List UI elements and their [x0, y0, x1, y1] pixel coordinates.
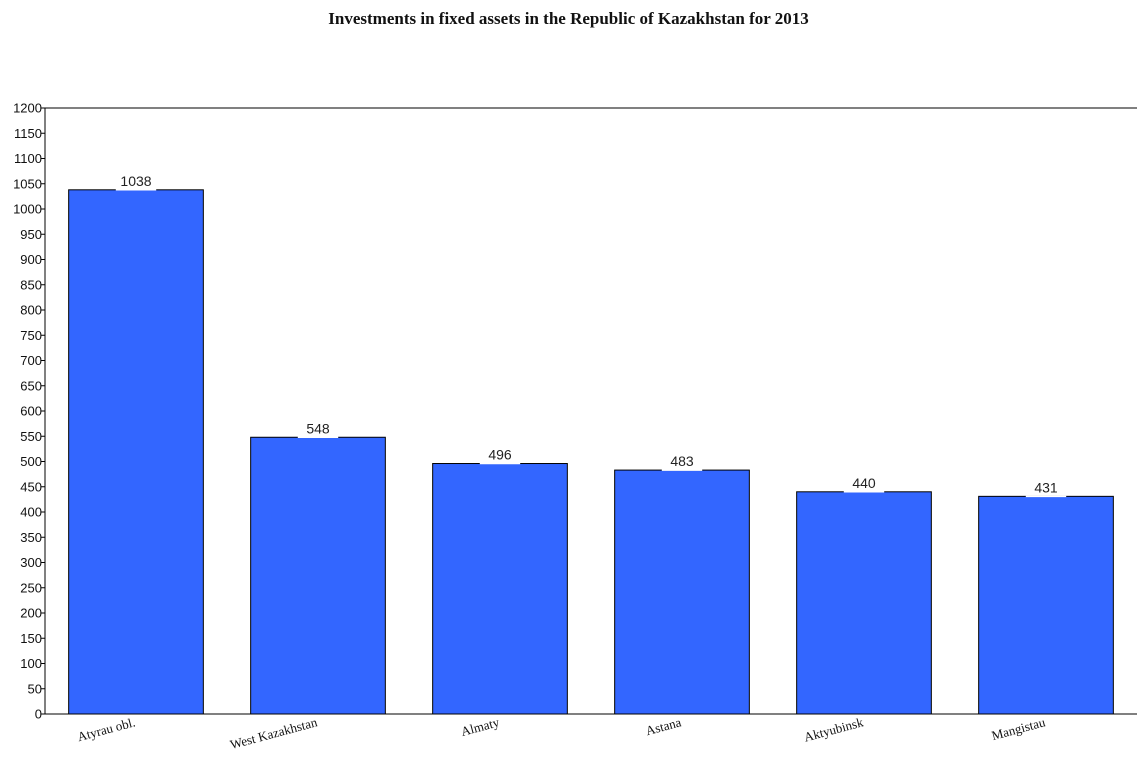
x-tick-label: Astana	[644, 714, 683, 738]
y-tick-label: 800	[20, 303, 42, 318]
bar	[614, 469, 750, 715]
data-label: 483	[670, 453, 694, 469]
y-tick-label: 950	[20, 227, 42, 242]
y-tick-label: 1150	[14, 126, 42, 141]
x-tick-label: Almaty	[459, 714, 501, 739]
data-label: 496	[488, 447, 512, 463]
bar	[432, 463, 568, 715]
y-tick-label: 1000	[13, 202, 42, 217]
y-tick-label: 1050	[13, 176, 42, 191]
bar	[796, 491, 932, 715]
y-tick-label: 450	[20, 479, 42, 494]
y-tick-label: 200	[20, 606, 42, 621]
x-tick-label: Mangistau	[990, 714, 1047, 743]
y-tick-label: 850	[20, 277, 42, 292]
y-tick-label: 250	[20, 580, 42, 595]
data-label: 440	[852, 475, 876, 491]
x-tick-label: Aktyubinsk	[802, 714, 865, 744]
y-tick-label: 500	[20, 454, 42, 469]
y-tick-label: 650	[20, 378, 42, 393]
y-tick-label: 600	[20, 404, 42, 419]
y-tick-label: 750	[20, 328, 42, 343]
y-tick-label: 50	[28, 681, 42, 696]
y-tick-label: 700	[20, 353, 42, 368]
bars	[68, 189, 1114, 715]
y-tick-label: 900	[20, 252, 42, 267]
bar	[978, 495, 1114, 715]
y-tick-label: 400	[20, 505, 42, 520]
x-tick-label: Atyrau obl.	[76, 714, 137, 744]
bar	[250, 436, 386, 715]
y-tick-label: 150	[20, 631, 42, 646]
data-label: 431	[1034, 479, 1058, 495]
y-tick-label: 300	[20, 555, 42, 570]
data-labels: 1038 548 496 483 440 431	[120, 173, 1057, 496]
data-label: 1038	[120, 173, 151, 189]
bar	[68, 189, 204, 715]
x-axis: Atyrau obl. West Kazakhstan Almaty Astana Ak…	[45, 713, 1137, 752]
x-tick-label: West Kazakhstan	[228, 714, 319, 752]
y-tick-label: 1100	[14, 151, 42, 166]
y-tick-label: 350	[20, 530, 42, 545]
y-axis: 0 50 100 150 200 250 300 350 400 450 500 550 600 650 7…	[13, 101, 1137, 722]
y-tick-label: 550	[20, 429, 42, 444]
y-tick-label: 1200	[13, 101, 42, 116]
y-tick-label: 0	[35, 707, 42, 722]
y-tick-label: 100	[20, 656, 42, 671]
data-label: 548	[306, 420, 330, 436]
chart-title: Investments in fixed assets in the Repub…	[328, 9, 809, 28]
